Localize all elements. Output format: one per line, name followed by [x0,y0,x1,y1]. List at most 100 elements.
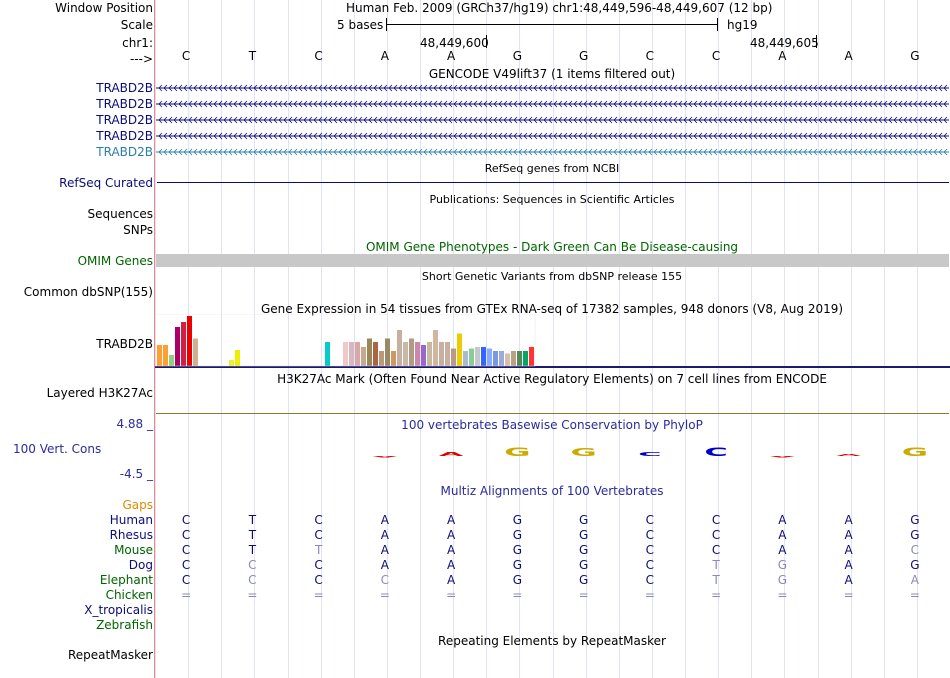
gtex-tissue-bar[interactable] [163,345,168,366]
gtex-label[interactable]: TRABD2B [96,337,153,351]
gtex-tissue-bar[interactable] [229,360,234,366]
gtex-tissue-bar[interactable] [403,342,408,366]
gtex-tissue-bar[interactable] [235,350,240,366]
phylop-logo-glyph[interactable]: A [836,454,861,457]
gtex-tissue-bar[interactable] [349,342,354,366]
gtex-tissue-bar[interactable] [529,347,534,366]
dbsnp-label[interactable]: Common dbSNP(155) [23,285,153,299]
gtex-tissue-bar[interactable] [433,330,438,366]
gtex-tissue-bar[interactable] [427,342,432,366]
gtex-tissue-bar[interactable] [355,342,360,366]
multiz-base: C [645,573,655,587]
h3k27ac-label[interactable]: Layered H3K27Ac [46,386,153,400]
phylop-logo-glyph[interactable]: A [770,455,795,457]
gtex-tissue-bar[interactable] [181,322,186,366]
gtex-tissue-bar[interactable] [385,338,390,367]
gencode-transcript-label[interactable]: TRABD2B [96,97,153,111]
multiz-title[interactable]: Multiz Alignments of 100 Vertebrates [440,484,664,498]
gtex-tissue-bar[interactable] [379,351,384,366]
gtex-tissue-bar[interactable] [493,351,498,366]
gtex-tissue-bar[interactable] [469,348,474,367]
multiz-species-label[interactable]: Elephant [99,573,153,587]
gtex-tissue-bar[interactable] [175,327,180,366]
phylop-logo-glyph[interactable]: A [439,452,464,458]
gtex-tissue-bar[interactable] [439,342,444,366]
gtex-bar-chart[interactable] [155,314,950,369]
gtex-tissue-bar[interactable] [463,351,468,366]
gtex-tissue-bar[interactable] [409,338,414,367]
multiz-base: = [711,588,722,602]
multiz-species-label[interactable]: Mouse [114,543,153,557]
multiz-species-label[interactable]: Rhesus [109,528,153,542]
omim-title[interactable]: OMIM Gene Phenotypes - Dark Green Can Be… [365,240,739,254]
gencode-transcript-label[interactable]: TRABD2B [96,145,153,159]
h3k27ac-title[interactable]: H3K27Ac Mark (Often Found Near Active Re… [277,372,827,386]
gtex-tissue-bar[interactable] [511,351,516,366]
phylop-logo-glyph[interactable]: C [638,451,661,457]
gtex-tissue-bar[interactable] [499,351,504,366]
omim-label[interactable]: OMIM Genes [77,254,153,268]
snps-label[interactable]: SNPs [123,223,153,237]
multiz-species-label[interactable]: Chicken [105,588,153,602]
refseq-label[interactable]: RefSeq Curated [59,176,153,190]
gtex-tissue-bar[interactable] [487,348,492,367]
repeatmasker-label[interactable]: RepeatMasker [67,648,153,662]
omim-gene-bar[interactable] [156,254,949,267]
phylop-logo-glyph[interactable]: A [372,455,397,457]
gtex-tissue-bar[interactable] [517,351,522,366]
dbsnp-title[interactable]: Short Genetic Variants from dbSNP releas… [421,270,683,283]
multiz-base: G [512,573,523,587]
publications-title[interactable]: Publications: Sequences in Scientific Ar… [429,193,675,206]
gridline [718,0,719,678]
gtex-tissue-bar[interactable] [373,342,378,366]
gtex-tissue-bar[interactable] [457,333,462,367]
gtex-tissue-bar[interactable] [523,351,528,366]
gtex-tissue-bar[interactable] [475,347,480,366]
multiz-species-label[interactable]: Dog [128,558,153,572]
multiz-species-label[interactable]: X_tropicalis [84,603,153,617]
refseq-gene-line[interactable] [157,182,949,183]
multiz-species-label[interactable]: Human [109,513,153,527]
gencode-transcript-label[interactable]: TRABD2B [96,129,153,143]
gencode-track[interactable] [155,80,950,160]
multiz-base: G [512,513,523,527]
gtex-tissue-bar[interactable] [415,342,420,366]
gtex-tissue-bar[interactable] [451,348,456,367]
repeatmasker-title[interactable]: Repeating Elements by RepeatMasker [438,634,666,648]
gencode-transcript-label[interactable]: TRABD2B [96,81,153,95]
gtex-tissue-bar[interactable] [421,345,426,366]
gtex-title[interactable]: Gene Expression in 54 tissues from GTEx … [260,302,844,316]
sequences-label[interactable]: Sequences [87,207,153,221]
phylop-title[interactable]: 100 vertebrates Basewise Conservation by… [401,418,703,432]
ruler-base: C [181,49,191,63]
gtex-tissue-bar[interactable] [325,342,330,366]
phylop-logo-glyph[interactable]: C [704,445,727,459]
gtex-tissue-bar[interactable] [391,351,396,366]
gtex-tissue-bar[interactable] [367,338,372,367]
gtex-tissue-bar[interactable] [343,342,348,366]
gtex-tissue-bar[interactable] [157,345,162,366]
phylop-logo-glyph[interactable]: G [570,446,596,458]
ruler-base: A [778,49,787,63]
gtex-tissue-bar[interactable] [169,355,174,366]
gtex-tissue-bar[interactable] [445,342,450,366]
gencode-title[interactable]: GENCODE V49lift37 (1 items filtered out) [428,67,676,81]
gtex-tissue-bar[interactable] [187,316,192,366]
multiz-species-label[interactable]: Zebrafish [96,618,153,632]
phylop-label[interactable]: 100 Vert. Cons [13,442,102,456]
gtex-tissue-bar[interactable] [505,353,510,367]
refseq-title[interactable]: RefSeq genes from NCBI [484,162,620,175]
gtex-tissue-bar[interactable] [397,330,402,366]
gtex-tissue-bar[interactable] [481,347,486,366]
multiz-base: C [711,543,721,557]
phylop-logo-glyph[interactable]: G [504,446,530,459]
multiz-base: A [380,543,389,557]
gtex-tissue-bar[interactable] [361,347,366,366]
gencode-transcript-label[interactable]: TRABD2B [96,113,153,127]
gaps-label[interactable]: Gaps [122,498,153,512]
multiz-base: C [314,558,323,572]
phylop-logo-glyph[interactable]: G [902,446,928,459]
gtex-tissue-bar[interactable] [193,338,198,367]
